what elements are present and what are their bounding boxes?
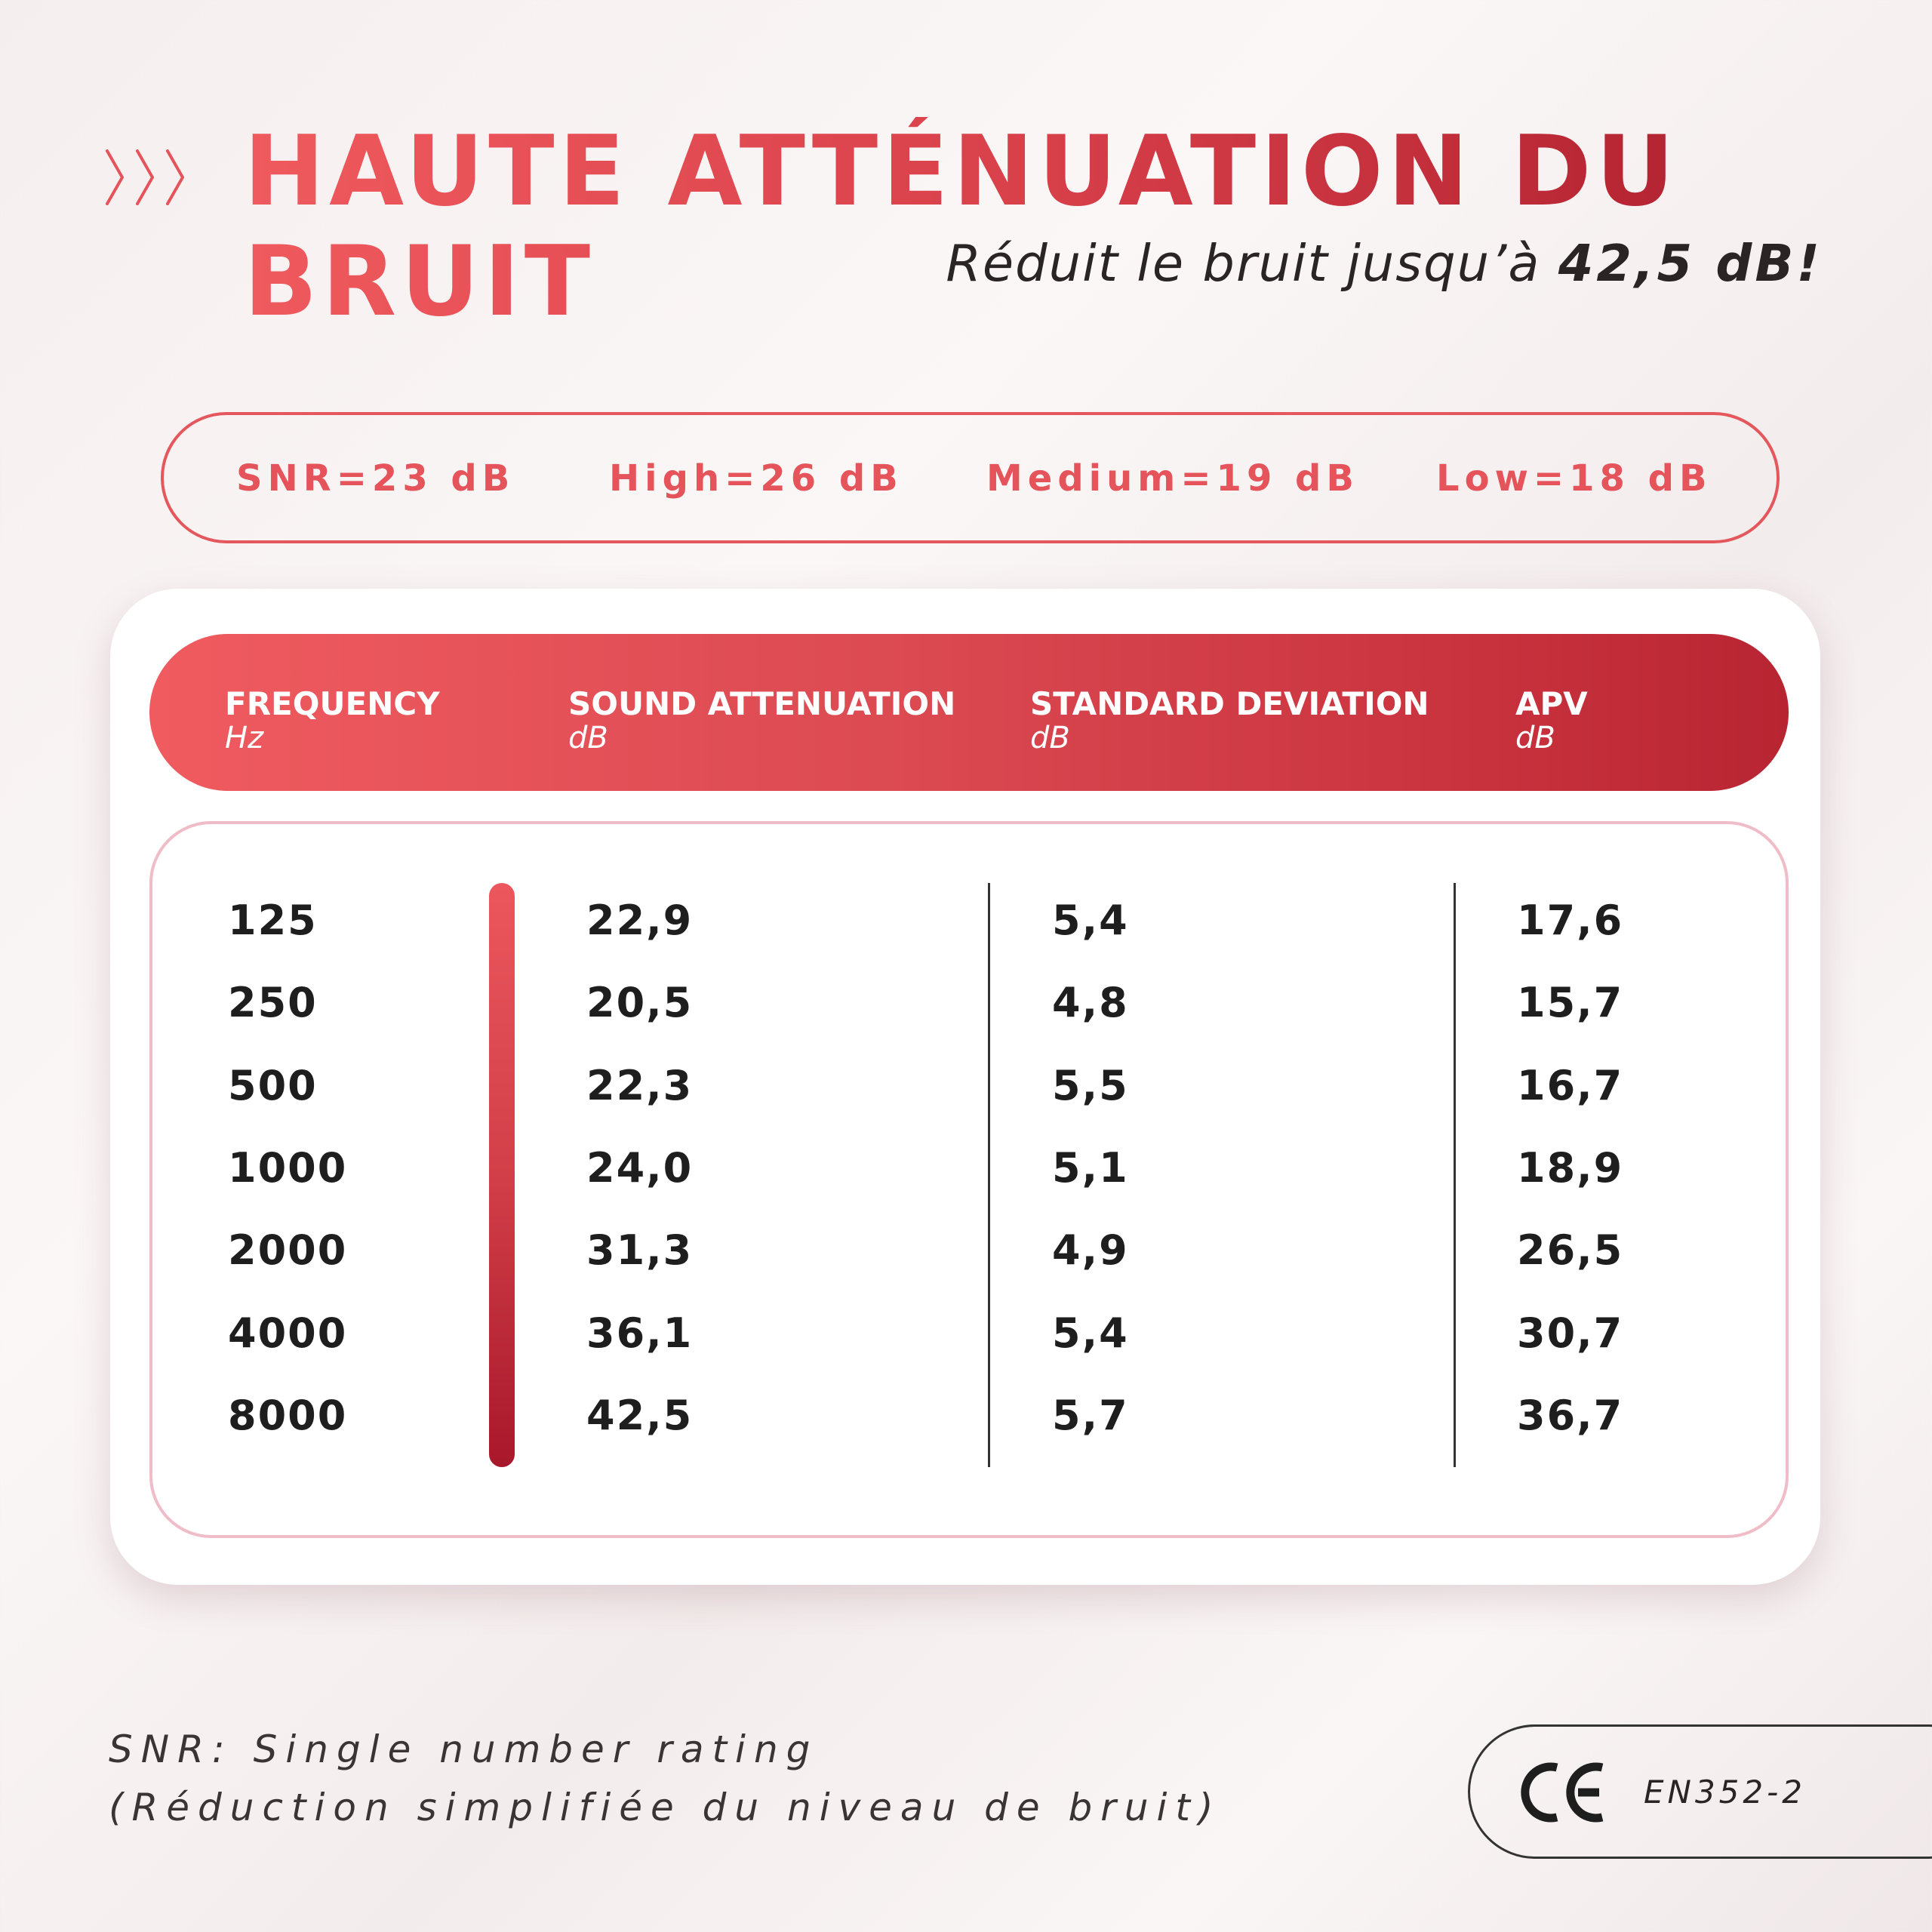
table-cell: 24,0 bbox=[586, 1144, 694, 1192]
column-header-standard-deviation: STANDARD DEVIATION dB bbox=[1030, 687, 1429, 755]
table-cell: 4,9 bbox=[1052, 1226, 1129, 1274]
table-cell: 2000 bbox=[228, 1226, 348, 1274]
table-cell: 250 bbox=[228, 979, 318, 1026]
table-cell: 20,5 bbox=[586, 979, 694, 1026]
column-title: SOUND ATTENUATION bbox=[568, 685, 956, 722]
column-unit: dB bbox=[1515, 721, 1555, 755]
table-cell: 4000 bbox=[228, 1309, 348, 1357]
table-cell: 5,7 bbox=[1052, 1392, 1129, 1439]
column-title: STANDARD DEVIATION bbox=[1030, 685, 1429, 722]
table-cell: 26,5 bbox=[1517, 1226, 1624, 1274]
table-cell: 5,1 bbox=[1052, 1144, 1129, 1192]
table-cell: 8000 bbox=[228, 1392, 348, 1439]
rating-low: Low=18 dB bbox=[1436, 457, 1712, 500]
column-unit: dB bbox=[568, 721, 608, 755]
rating-snr: SNR=23 dB bbox=[236, 457, 515, 500]
certification-badge: EN352-2 bbox=[1468, 1724, 1932, 1859]
table-cell: 16,7 bbox=[1517, 1062, 1624, 1109]
ratings-pill: SNR=23 dB High=26 dB Medium=19 dB Low=18… bbox=[161, 412, 1780, 543]
title-line-1: HAUTE ATTÉNUATION DU bbox=[244, 115, 1679, 228]
table-cell: 15,7 bbox=[1517, 979, 1624, 1026]
footnote-line-1: SNR: Single number rating bbox=[109, 1727, 819, 1771]
column-header-sound-attenuation: SOUND ATTENUATION dB bbox=[568, 687, 955, 755]
footnote-line-2: (Réduction simplifiée du niveau de bruit… bbox=[109, 1786, 1222, 1829]
table-cell: 42,5 bbox=[586, 1392, 694, 1439]
subtitle-value: 42,5 dB! bbox=[1558, 234, 1823, 293]
column-unit: dB bbox=[1030, 721, 1070, 755]
subtitle-prefix: Réduit le bruit jusqu’à bbox=[946, 234, 1558, 293]
table-cell: 1000 bbox=[228, 1144, 348, 1192]
table-cell: 22,9 bbox=[586, 897, 694, 944]
table-cell: 5,4 bbox=[1052, 1309, 1129, 1357]
table-header: FREQUENCY Hz SOUND ATTENUATION dB STANDA… bbox=[149, 634, 1789, 791]
table-cell: 30,7 bbox=[1517, 1309, 1624, 1357]
chevrons-icon bbox=[106, 149, 184, 205]
table-cell: 36,7 bbox=[1517, 1392, 1624, 1439]
table-cell: 500 bbox=[228, 1062, 318, 1109]
column-divider bbox=[988, 883, 990, 1467]
table-cell: 18,9 bbox=[1517, 1144, 1624, 1192]
table-cell: 17,6 bbox=[1517, 897, 1624, 944]
column-header-frequency: FREQUENCY Hz bbox=[225, 687, 440, 755]
page-title: HAUTE ATTÉNUATION DU BRUIT bbox=[244, 117, 1679, 337]
rating-high: High=26 dB bbox=[609, 457, 903, 500]
column-header-apv: APV dB bbox=[1515, 687, 1588, 755]
data-table: 125 22,9 5,4 17,6 250 20,5 4,8 15,7 500 22,3 5,5 16… bbox=[149, 821, 1789, 1538]
table-cell: 5,4 bbox=[1052, 897, 1129, 944]
footnote: SNR: Single number rating (Réduction sim… bbox=[109, 1721, 1222, 1837]
table-cell: 5,5 bbox=[1052, 1062, 1129, 1109]
column-unit: Hz bbox=[225, 721, 264, 755]
column-title: APV bbox=[1515, 685, 1588, 722]
certification-standard: EN352-2 bbox=[1644, 1774, 1806, 1810]
table-cell: 22,3 bbox=[586, 1062, 694, 1109]
column-divider bbox=[1454, 883, 1456, 1467]
table-cell: 31,3 bbox=[586, 1226, 694, 1274]
gradient-bar bbox=[489, 883, 515, 1467]
attenuation-card: FREQUENCY Hz SOUND ATTENUATION dB STANDA… bbox=[110, 589, 1820, 1585]
column-title: FREQUENCY bbox=[225, 685, 440, 722]
table-cell: 4,8 bbox=[1052, 979, 1129, 1026]
table-cell: 125 bbox=[228, 897, 318, 944]
table-cell: 36,1 bbox=[586, 1309, 694, 1357]
rating-medium: Medium=19 dB bbox=[986, 457, 1359, 500]
subtitle: Réduit le bruit jusqu’à 42,5 dB! bbox=[946, 234, 1823, 293]
ce-mark-icon bbox=[1521, 1762, 1604, 1823]
